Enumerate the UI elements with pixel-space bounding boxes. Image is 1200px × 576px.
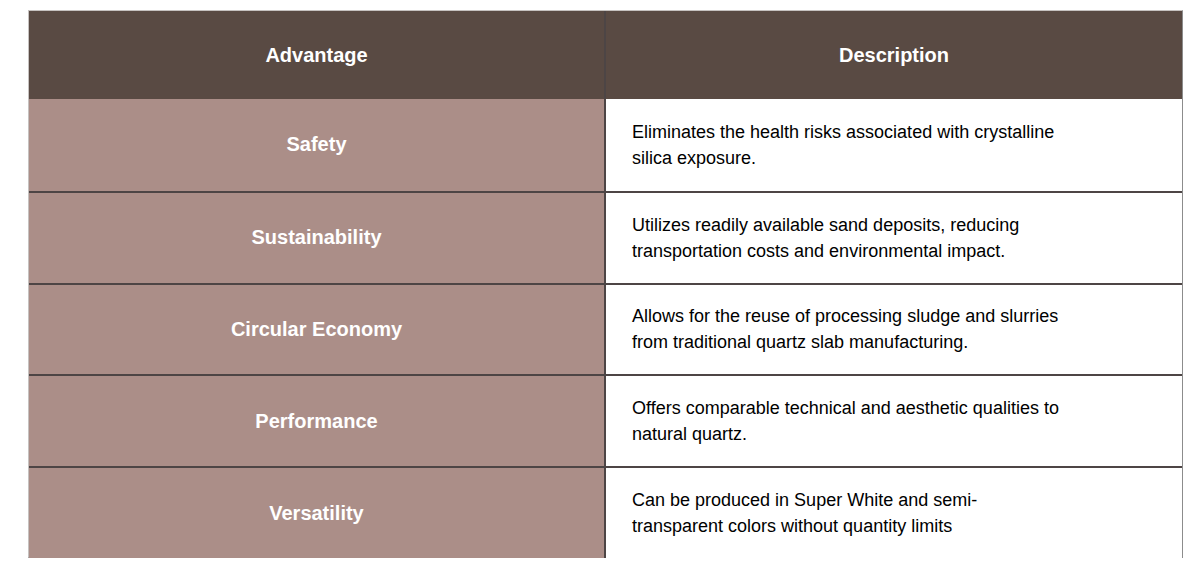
table-header-row: Advantage Description [29,11,1182,99]
description-text: Eliminates the health risks associated w… [632,119,1054,171]
description-text: Can be produced in Super White and semi-… [632,487,977,539]
description-cell: Can be produced in Super White and semi-… [606,468,1182,558]
advantage-label: Safety [286,133,346,156]
header-label-advantage: Advantage [265,44,367,67]
description-text: Offers comparable technical and aestheti… [632,395,1059,447]
advantage-cell: Sustainability [29,193,606,283]
table-row: Versatility Can be produced in Super Whi… [29,466,1182,558]
description-cell: Eliminates the health risks associated w… [606,99,1182,191]
advantage-cell: Versatility [29,468,606,558]
header-cell-description: Description [606,11,1182,99]
table-row: Safety Eliminates the health risks assoc… [29,99,1182,191]
description-cell: Offers comparable technical and aestheti… [606,376,1182,466]
description-cell: Allows for the reuse of processing sludg… [606,285,1182,375]
advantage-cell: Performance [29,376,606,466]
description-text: Allows for the reuse of processing sludg… [632,303,1058,355]
advantage-label: Performance [255,410,377,433]
advantage-cell: Circular Economy [29,285,606,375]
advantage-label: Versatility [269,502,364,525]
header-label-description: Description [839,44,949,67]
header-cell-advantage: Advantage [29,11,606,99]
description-text: Utilizes readily available sand deposits… [632,212,1019,264]
advantage-label: Circular Economy [231,318,402,341]
table-row: Sustainability Utilizes readily availabl… [29,191,1182,283]
table-row: Circular Economy Allows for the reuse of… [29,283,1182,375]
advantage-label: Sustainability [251,226,381,249]
table-row: Performance Offers comparable technical … [29,374,1182,466]
advantage-cell: Safety [29,99,606,191]
advantages-table: Advantage Description Safety Eliminates … [28,10,1183,558]
description-cell: Utilizes readily available sand deposits… [606,193,1182,283]
